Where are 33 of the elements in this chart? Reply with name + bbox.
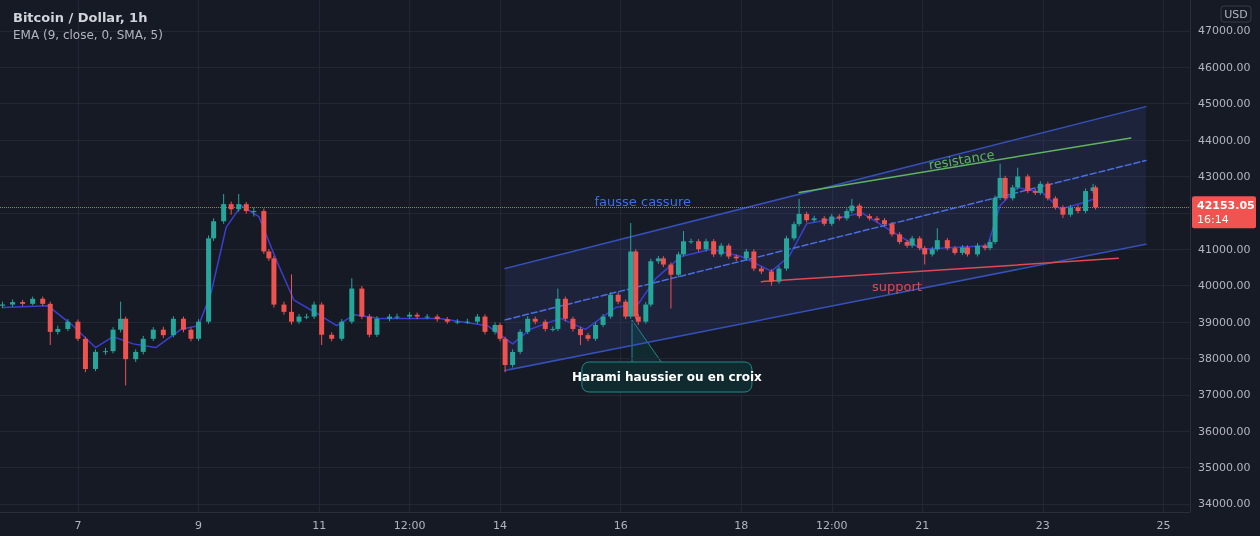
text: EMA (9, close, 0, SMA, 5) xyxy=(13,28,163,42)
series-label: support xyxy=(872,279,922,295)
y-tick-label: 34000.00 xyxy=(1198,497,1251,511)
y-tick-label: 41000.00 xyxy=(1198,242,1251,256)
y-tick-label: 40000.00 xyxy=(1198,279,1251,293)
y-tick-label: 45000.00 xyxy=(1198,97,1251,111)
y-tick-label: 46000.00 xyxy=(1198,60,1251,74)
annotation: fausse cassure xyxy=(594,193,691,209)
x-tick-label: 9 xyxy=(195,519,203,532)
y-tick-label: 38000.00 xyxy=(1198,351,1251,365)
text: Bitcoin / Dollar, 1h xyxy=(13,10,148,25)
y-tick-label: 39000.00 xyxy=(1198,315,1251,329)
x-tick-label: 16 xyxy=(613,519,628,532)
x-tick-label: 23 xyxy=(1035,519,1050,532)
y-tick-label: 47000.00 xyxy=(1198,24,1251,38)
y-tick-label: 36000.00 xyxy=(1198,424,1251,438)
y-tick-label: 43000.00 xyxy=(1198,169,1251,183)
text: 16:14 xyxy=(1197,212,1229,226)
x-tick-label: 7 xyxy=(74,519,82,532)
text: resistance xyxy=(927,146,996,173)
x-tick-label: 12:00 xyxy=(393,519,426,532)
ref-line-label: 42153.05 xyxy=(1197,198,1255,212)
x-tick-label: 21 xyxy=(915,519,930,532)
y-tick-label: 35000.00 xyxy=(1198,461,1251,475)
x-tick-label: 11 xyxy=(312,519,327,532)
x-tick-label: 14 xyxy=(493,519,508,532)
x-tick-label: 12:00 xyxy=(815,519,848,532)
annotation: Harami haussier ou en croix xyxy=(572,370,762,384)
text: USD xyxy=(1224,7,1248,21)
x-tick-label: 18 xyxy=(734,519,749,532)
x-tick-label: 25 xyxy=(1156,519,1171,532)
y-tick-label: 44000.00 xyxy=(1198,133,1251,147)
y-tick-label: 37000.00 xyxy=(1198,388,1251,402)
